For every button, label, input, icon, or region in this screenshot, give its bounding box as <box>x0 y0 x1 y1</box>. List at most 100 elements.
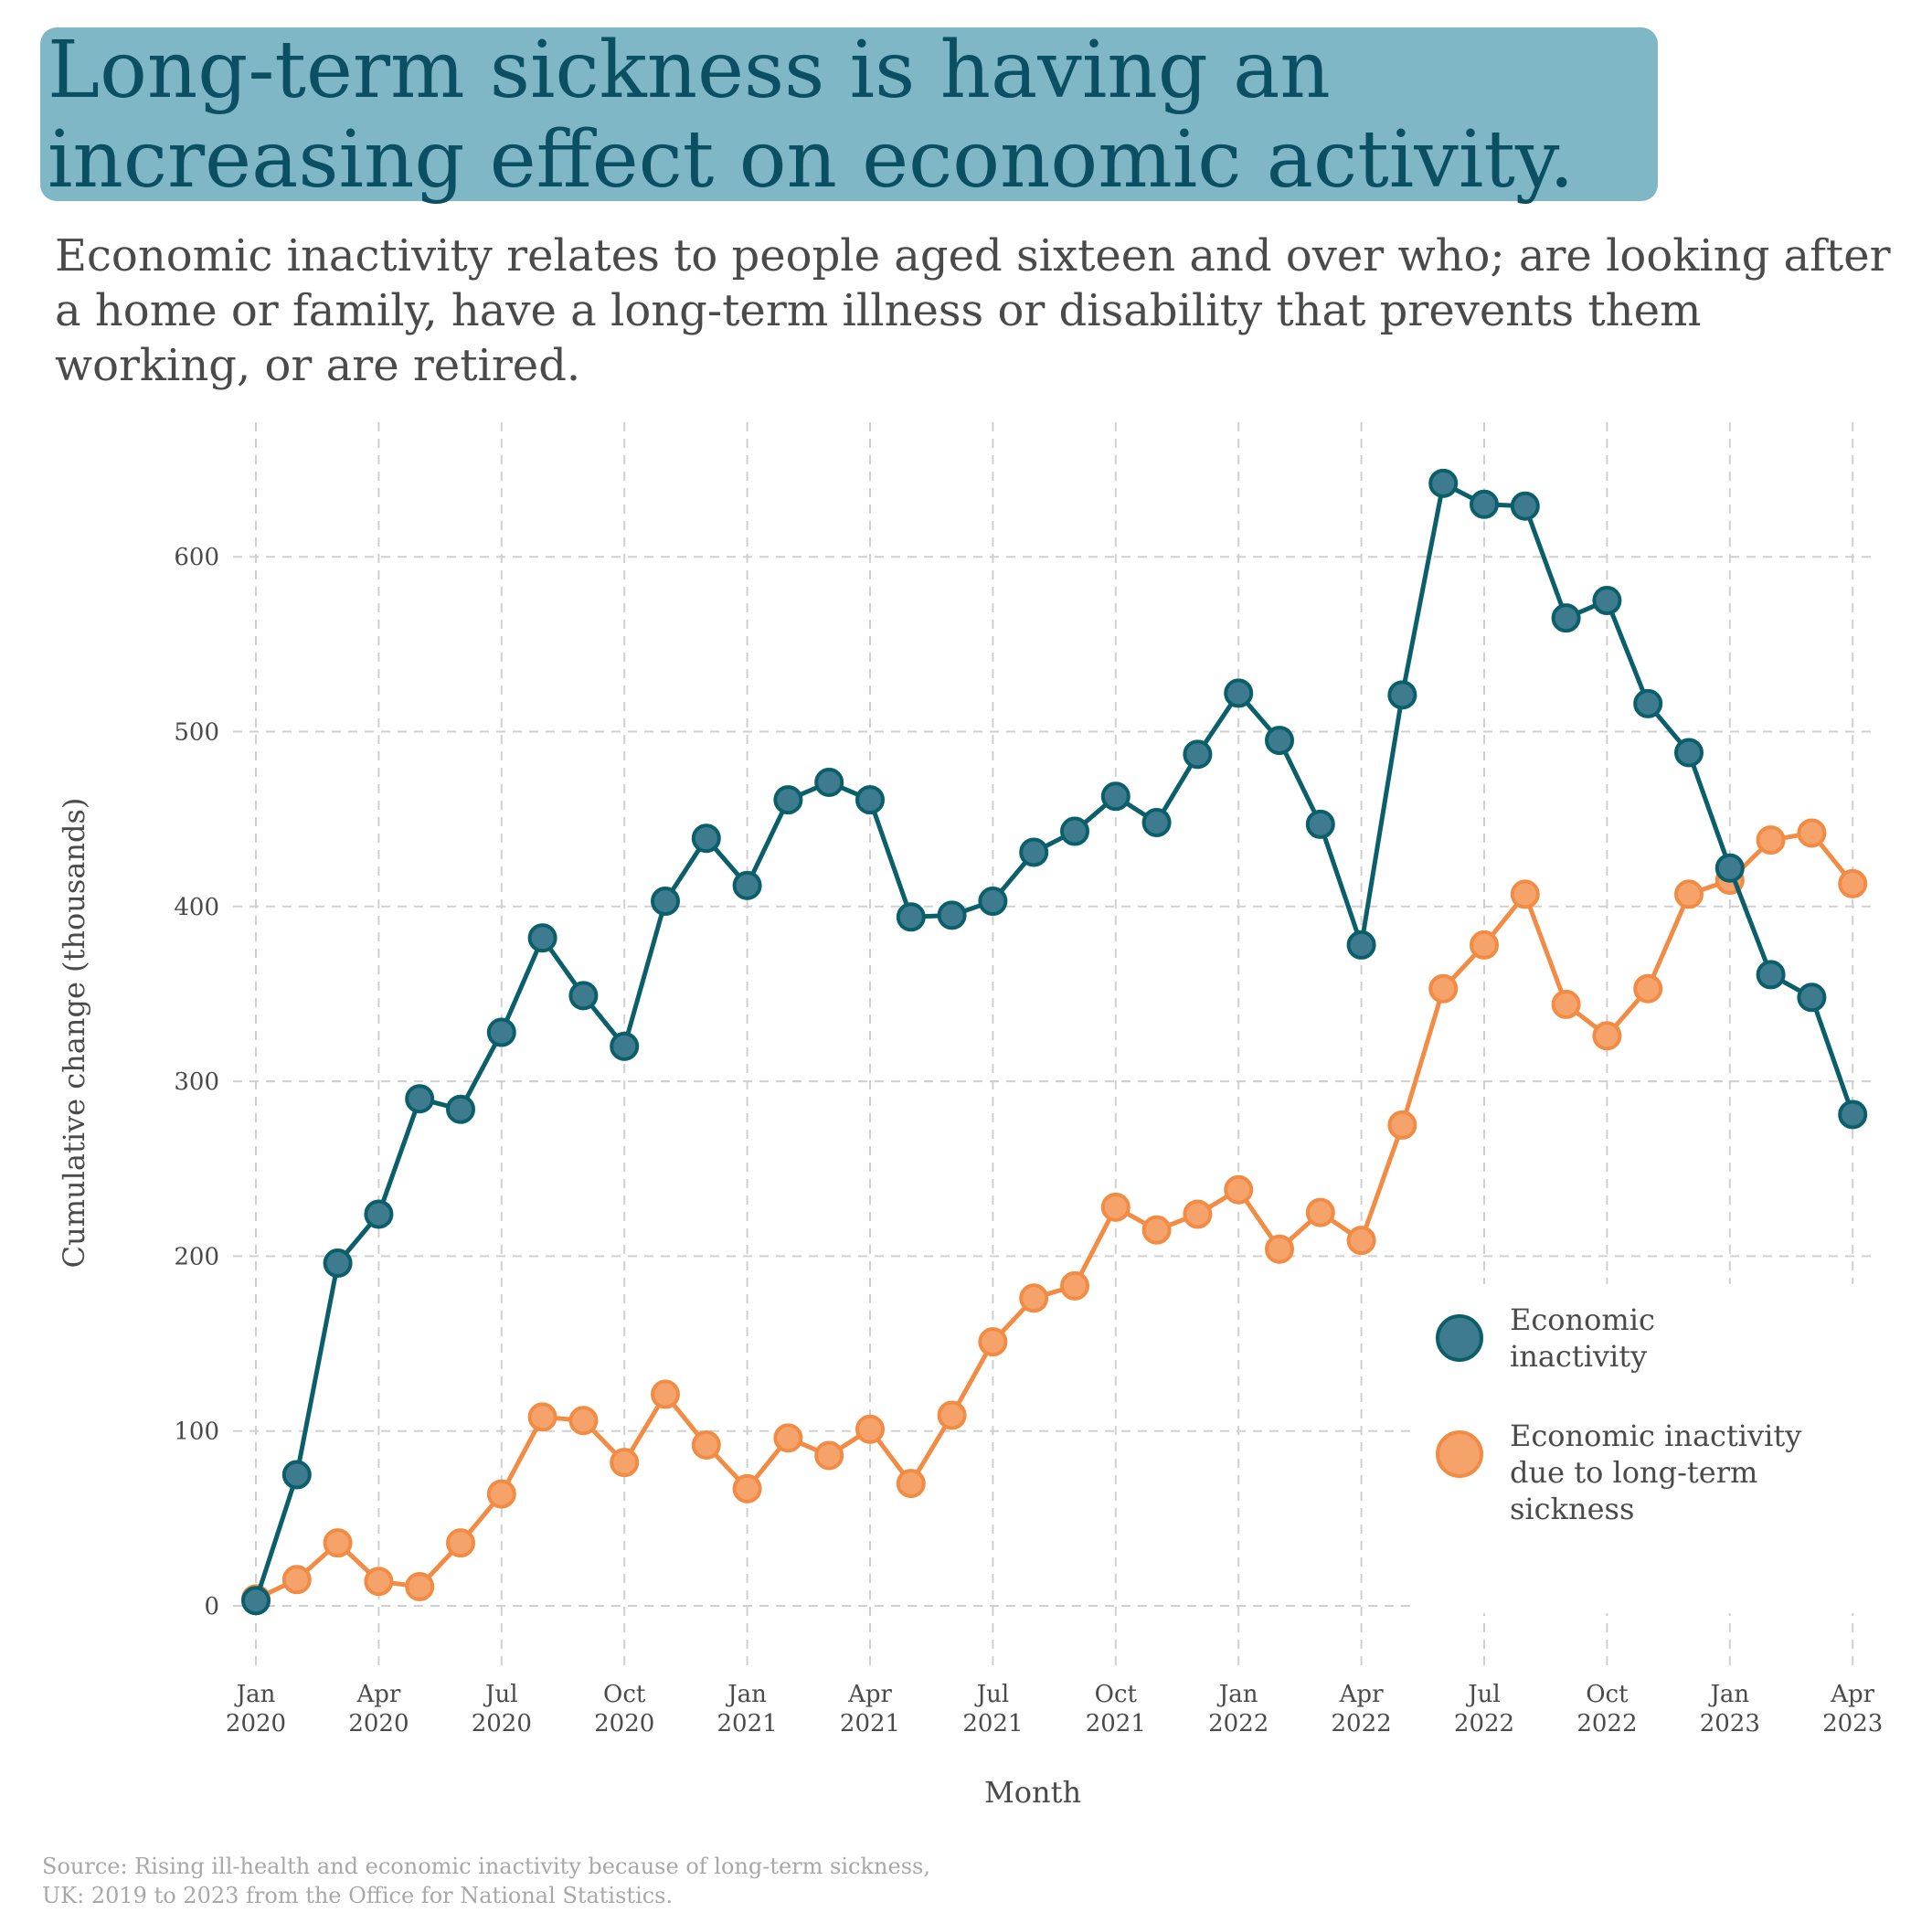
y-tick-label: 300 <box>174 1068 219 1096</box>
x-tick-label: Jul <box>974 1681 1009 1708</box>
x-tick-label: Jul <box>1465 1681 1500 1708</box>
data-point <box>773 785 803 815</box>
data-point <box>1019 837 1049 867</box>
data-series <box>241 468 1868 1616</box>
x-tick-label: 2021 <box>962 1710 1023 1737</box>
source-note: Source: Rising ill-health and economic i… <box>42 1854 930 1908</box>
data-point <box>568 1406 599 1436</box>
data-point <box>855 785 885 815</box>
data-point <box>1100 1192 1131 1222</box>
data-point <box>1797 818 1827 848</box>
data-point <box>364 1199 394 1229</box>
data-point <box>896 902 926 932</box>
x-tick-label: Oct <box>1586 1681 1629 1708</box>
data-point <box>405 1084 435 1114</box>
x-tick-label: 2022 <box>1454 1710 1514 1737</box>
x-tick-label: Apr <box>1339 1681 1384 1708</box>
series-line <box>254 830 1855 1601</box>
data-point <box>1183 739 1213 770</box>
legend-label: Economic inactivity <box>1510 1302 1655 1374</box>
data-point <box>1551 989 1581 1019</box>
title-background <box>40 27 1658 201</box>
data-point <box>1592 1021 1622 1051</box>
y-tick-label: 200 <box>174 1243 219 1270</box>
data-point <box>1510 879 1540 909</box>
data-point <box>241 1586 271 1616</box>
data-point <box>1305 1197 1335 1227</box>
data-point <box>814 1440 844 1471</box>
data-point <box>281 1565 312 1595</box>
data-point <box>1470 930 1499 960</box>
x-tick-label: Apr <box>356 1681 400 1708</box>
data-point <box>773 1423 803 1453</box>
x-tick-label: 2020 <box>594 1710 654 1737</box>
data-point <box>610 1448 640 1478</box>
data-point <box>1387 680 1417 710</box>
legend-marker <box>1436 1430 1483 1478</box>
data-point <box>323 1528 353 1558</box>
data-point <box>1100 781 1131 812</box>
data-point <box>691 823 721 854</box>
data-point <box>1428 973 1459 1004</box>
data-point <box>446 1094 475 1124</box>
data-point <box>1674 879 1704 909</box>
axes: 0100200300400500600Jan2020Apr2020Jul2020… <box>57 544 1883 1810</box>
data-point <box>1510 491 1540 521</box>
data-point <box>1346 930 1376 960</box>
y-tick-label: 500 <box>174 719 219 747</box>
data-point <box>1428 468 1459 498</box>
data-point <box>732 1473 762 1503</box>
x-tick-label: Apr <box>847 1681 892 1708</box>
data-point <box>1265 1234 1294 1264</box>
data-point <box>1756 960 1786 990</box>
data-point <box>1141 1215 1172 1245</box>
data-point <box>1224 678 1254 708</box>
data-point <box>1592 586 1622 616</box>
data-point <box>281 1460 312 1490</box>
data-point <box>732 870 762 900</box>
x-tick-label: Jan <box>725 1681 767 1708</box>
x-tick-label: 2021 <box>717 1710 778 1737</box>
data-point <box>1346 1226 1376 1256</box>
chart-subtitle: Economic inactivity relates to people ag… <box>55 230 1891 391</box>
series-long-term-sickness <box>241 818 1868 1614</box>
y-tick-label: 400 <box>174 894 219 921</box>
data-point <box>651 887 680 917</box>
x-tick-label: Jan <box>1216 1681 1258 1708</box>
data-point <box>527 923 557 953</box>
data-point <box>1183 1199 1213 1229</box>
y-tick-label: 600 <box>174 544 219 571</box>
x-tick-label: 2022 <box>1208 1710 1269 1737</box>
x-tick-label: 2020 <box>472 1710 532 1737</box>
data-point <box>814 767 844 797</box>
data-point <box>486 1479 516 1509</box>
data-point <box>486 1017 516 1047</box>
data-point <box>978 887 1008 917</box>
y-axis-title: Cumulative change (thousands) <box>57 798 91 1269</box>
data-point <box>364 1567 394 1597</box>
data-point <box>1224 1174 1254 1205</box>
data-point <box>1714 853 1745 883</box>
data-point <box>1797 983 1827 1013</box>
data-point <box>1141 807 1172 837</box>
x-tick-label: 2023 <box>1822 1710 1883 1737</box>
data-point <box>1060 1270 1089 1301</box>
data-point <box>1633 973 1663 1004</box>
x-tick-label: Jul <box>483 1681 517 1708</box>
legend: Economic inactivity Economic inactivity due… <box>1412 1284 1887 1613</box>
data-point <box>610 1031 640 1061</box>
x-tick-label: 2022 <box>1332 1710 1392 1737</box>
data-point <box>1265 726 1294 756</box>
x-tick-label: Oct <box>603 1681 646 1708</box>
data-point <box>855 1414 885 1444</box>
series-line <box>253 481 1855 1602</box>
series-economic-inactivity <box>241 468 1868 1616</box>
x-tick-label: Jan <box>234 1681 276 1708</box>
legend-background <box>1412 1284 1887 1613</box>
x-tick-label: Oct <box>1095 1681 1138 1708</box>
data-point <box>568 981 599 1011</box>
data-point <box>1305 809 1335 839</box>
data-point <box>323 1248 353 1279</box>
data-point <box>527 1402 557 1432</box>
